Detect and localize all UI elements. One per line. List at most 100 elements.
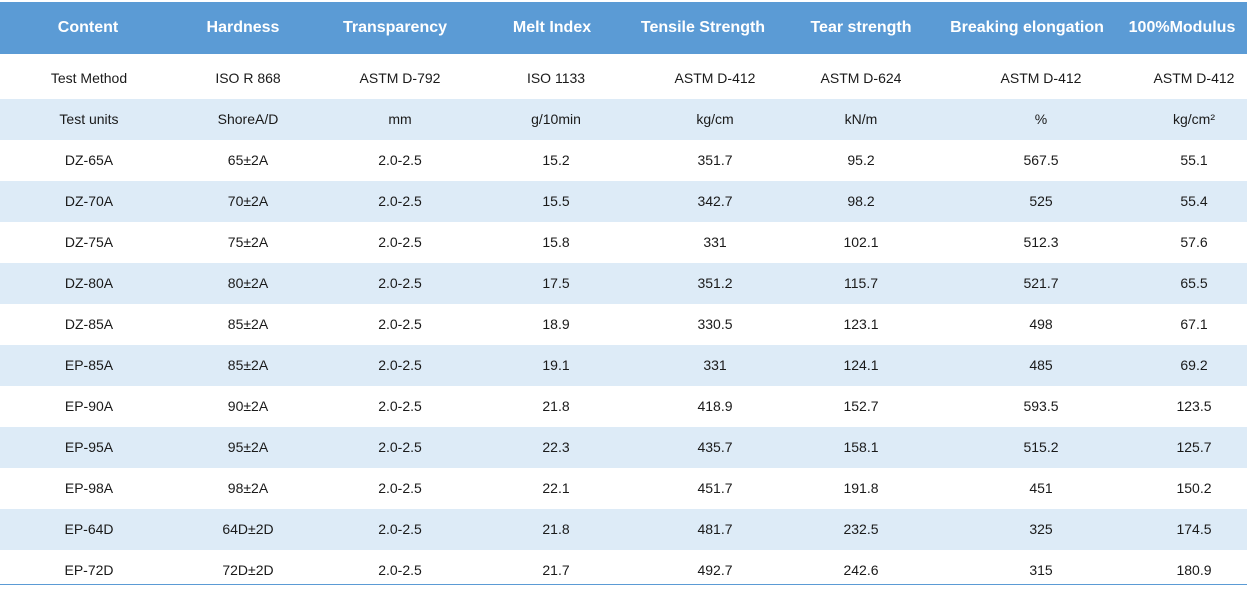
table-cell: 331 [703,357,727,373]
header-tensile-strength: Tensile Strength [640,19,766,36]
header-tear-strength: Tear strength [810,19,912,36]
table-cell: EP-95A [64,439,114,455]
table-cell: 123.5 [1176,398,1212,414]
table-cell: 435.7 [697,439,733,455]
table-cell: 65.5 [1180,275,1208,291]
table-cell: 15.2 [542,152,570,168]
table-cell: mm [388,111,412,127]
table-row: EP-90A 90±2A 2.0-2.5 21.8 418.9 152.7 593.5 123… [0,386,1247,427]
table-cell: 21.7 [542,562,570,578]
table-cell: 22.3 [542,439,570,455]
table-row: EP-85A 85±2A 2.0-2.5 19.1 331 124.1 485 69.2 [0,345,1247,386]
table-cell: 174.5 [1176,521,1212,537]
table-cell: 85±2A [227,316,269,332]
table-cell: 242.6 [843,562,879,578]
table-cell: EP-90A [64,398,114,414]
table-cell: 2.0-2.5 [378,439,422,455]
table-cell: EP-85A [64,357,114,373]
table-cell: 2.0-2.5 [378,562,422,578]
table-cell: kg/cm² [1173,111,1215,127]
table-cell: 485 [1029,357,1053,373]
table-cell: 232.5 [843,521,879,537]
table-cell: 70±2A [227,193,269,209]
header-melt-index: Melt Index [512,19,592,36]
table-bottom-border [0,584,1247,585]
table-cell: 191.8 [843,480,879,496]
table-cell: 2.0-2.5 [378,521,422,537]
header-transparency: Transparency [342,19,448,36]
table-row: DZ-65A 65±2A 2.0-2.5 15.2 351.7 95.2 567.5 55.1 [0,140,1247,181]
table-cell: ISO R 868 [215,70,281,86]
table-cell: 65±2A [227,152,269,168]
table-cell: 19.1 [542,357,570,373]
table-cell: 418.9 [697,398,733,414]
table-cell: 75±2A [227,234,269,250]
table-cell: Test units [59,111,119,127]
table-cell: 2.0-2.5 [378,275,422,291]
table-cell: 498 [1029,316,1053,332]
table-cell: DZ-80A [64,275,114,291]
table-cell: 481.7 [697,521,733,537]
table-row: EP-64D 64D±2D 2.0-2.5 21.8 481.7 232.5 325 174.… [0,509,1247,550]
table-cell: ShoreA/D [217,111,279,127]
table-cell: 21.8 [542,398,570,414]
table-row: DZ-75A 75±2A 2.0-2.5 15.8 331 102.1 512.3 57.6 [0,222,1247,263]
table-cell: DZ-85A [64,316,114,332]
table-cell: EP-72D [64,562,114,578]
table-cell: EP-98A [64,480,114,496]
table-row: EP-72D 72D±2D 2.0-2.5 21.7 492.7 242.6 315 180.… [0,550,1247,591]
table-cell: 69.2 [1180,357,1208,373]
table-cell: ISO 1133 [526,70,586,86]
table-cell: 158.1 [843,439,879,455]
header-breaking-elongation: Breaking elongation [950,19,1104,36]
table-cell: 95±2A [227,439,269,455]
table-cell: 95.2 [847,152,875,168]
table-cell: 80±2A [227,275,269,291]
table-cell: kg/cm [696,111,734,127]
table-cell: 72D±2D [222,562,274,578]
table-cell: 330.5 [697,316,733,332]
table-cell: 315 [1029,562,1053,578]
table-cell: Test Method [50,70,128,86]
table-cell: 2.0-2.5 [378,152,422,168]
table-cell: ASTM D-624 [820,70,902,86]
table-cell: 451 [1029,480,1053,496]
table-cell: 98±2A [227,480,269,496]
table-cell: 515.2 [1023,439,1059,455]
table-cell: 2.0-2.5 [378,480,422,496]
table-cell: 525 [1029,193,1053,209]
table-cell: ASTM D-792 [359,70,441,86]
table-cell: 150.2 [1176,480,1212,496]
table-cell: ASTM D-412 [1000,70,1082,86]
table-row: DZ-70A 70±2A 2.0-2.5 15.5 342.7 98.2 525 55.4 [0,181,1247,222]
table-cell: 115.7 [844,275,878,291]
table-cell: 492.7 [697,562,733,578]
table-cell: 15.5 [542,193,570,209]
table-cell: 17.5 [542,275,570,291]
table-cell: 55.1 [1180,152,1208,168]
table-cell: 180.9 [1176,562,1212,578]
table-cell: 152.7 [843,398,879,414]
table-cell: ASTM D-412 [1153,70,1235,86]
table-cell: % [1034,111,1048,127]
table-cell: 2.0-2.5 [378,193,422,209]
table-cell: DZ-70A [64,193,114,209]
table-cell: 512.3 [1023,234,1059,250]
table-cell: 90±2A [227,398,269,414]
table-cell: 21.8 [542,521,570,537]
table-cell: 2.0-2.5 [378,398,422,414]
table-cell: 567.5 [1023,152,1059,168]
table-header: Content Hardness Transparency Melt Index… [0,2,1247,54]
table-cell: 325 [1029,521,1053,537]
table-cell: 593.5 [1023,398,1059,414]
table-cell: 57.6 [1180,234,1208,250]
table-cell: 15.8 [542,234,570,250]
table-row: EP-98A 98±2A 2.0-2.5 22.1 451.7 191.8 451 150.2 [0,468,1247,509]
table-cell: kN/m [844,111,878,127]
table-cell: 102.1 [843,234,879,250]
table-row: DZ-85A 85±2A 2.0-2.5 18.9 330.5 123.1 498 67.1 [0,304,1247,345]
table-row: DZ-80A 80±2A 2.0-2.5 17.5 351.2 115.7 521.7 65.… [0,263,1247,304]
table-cell: 342.7 [697,193,733,209]
table-cell: 98.2 [847,193,875,209]
header-hardness: Hardness [206,19,280,36]
